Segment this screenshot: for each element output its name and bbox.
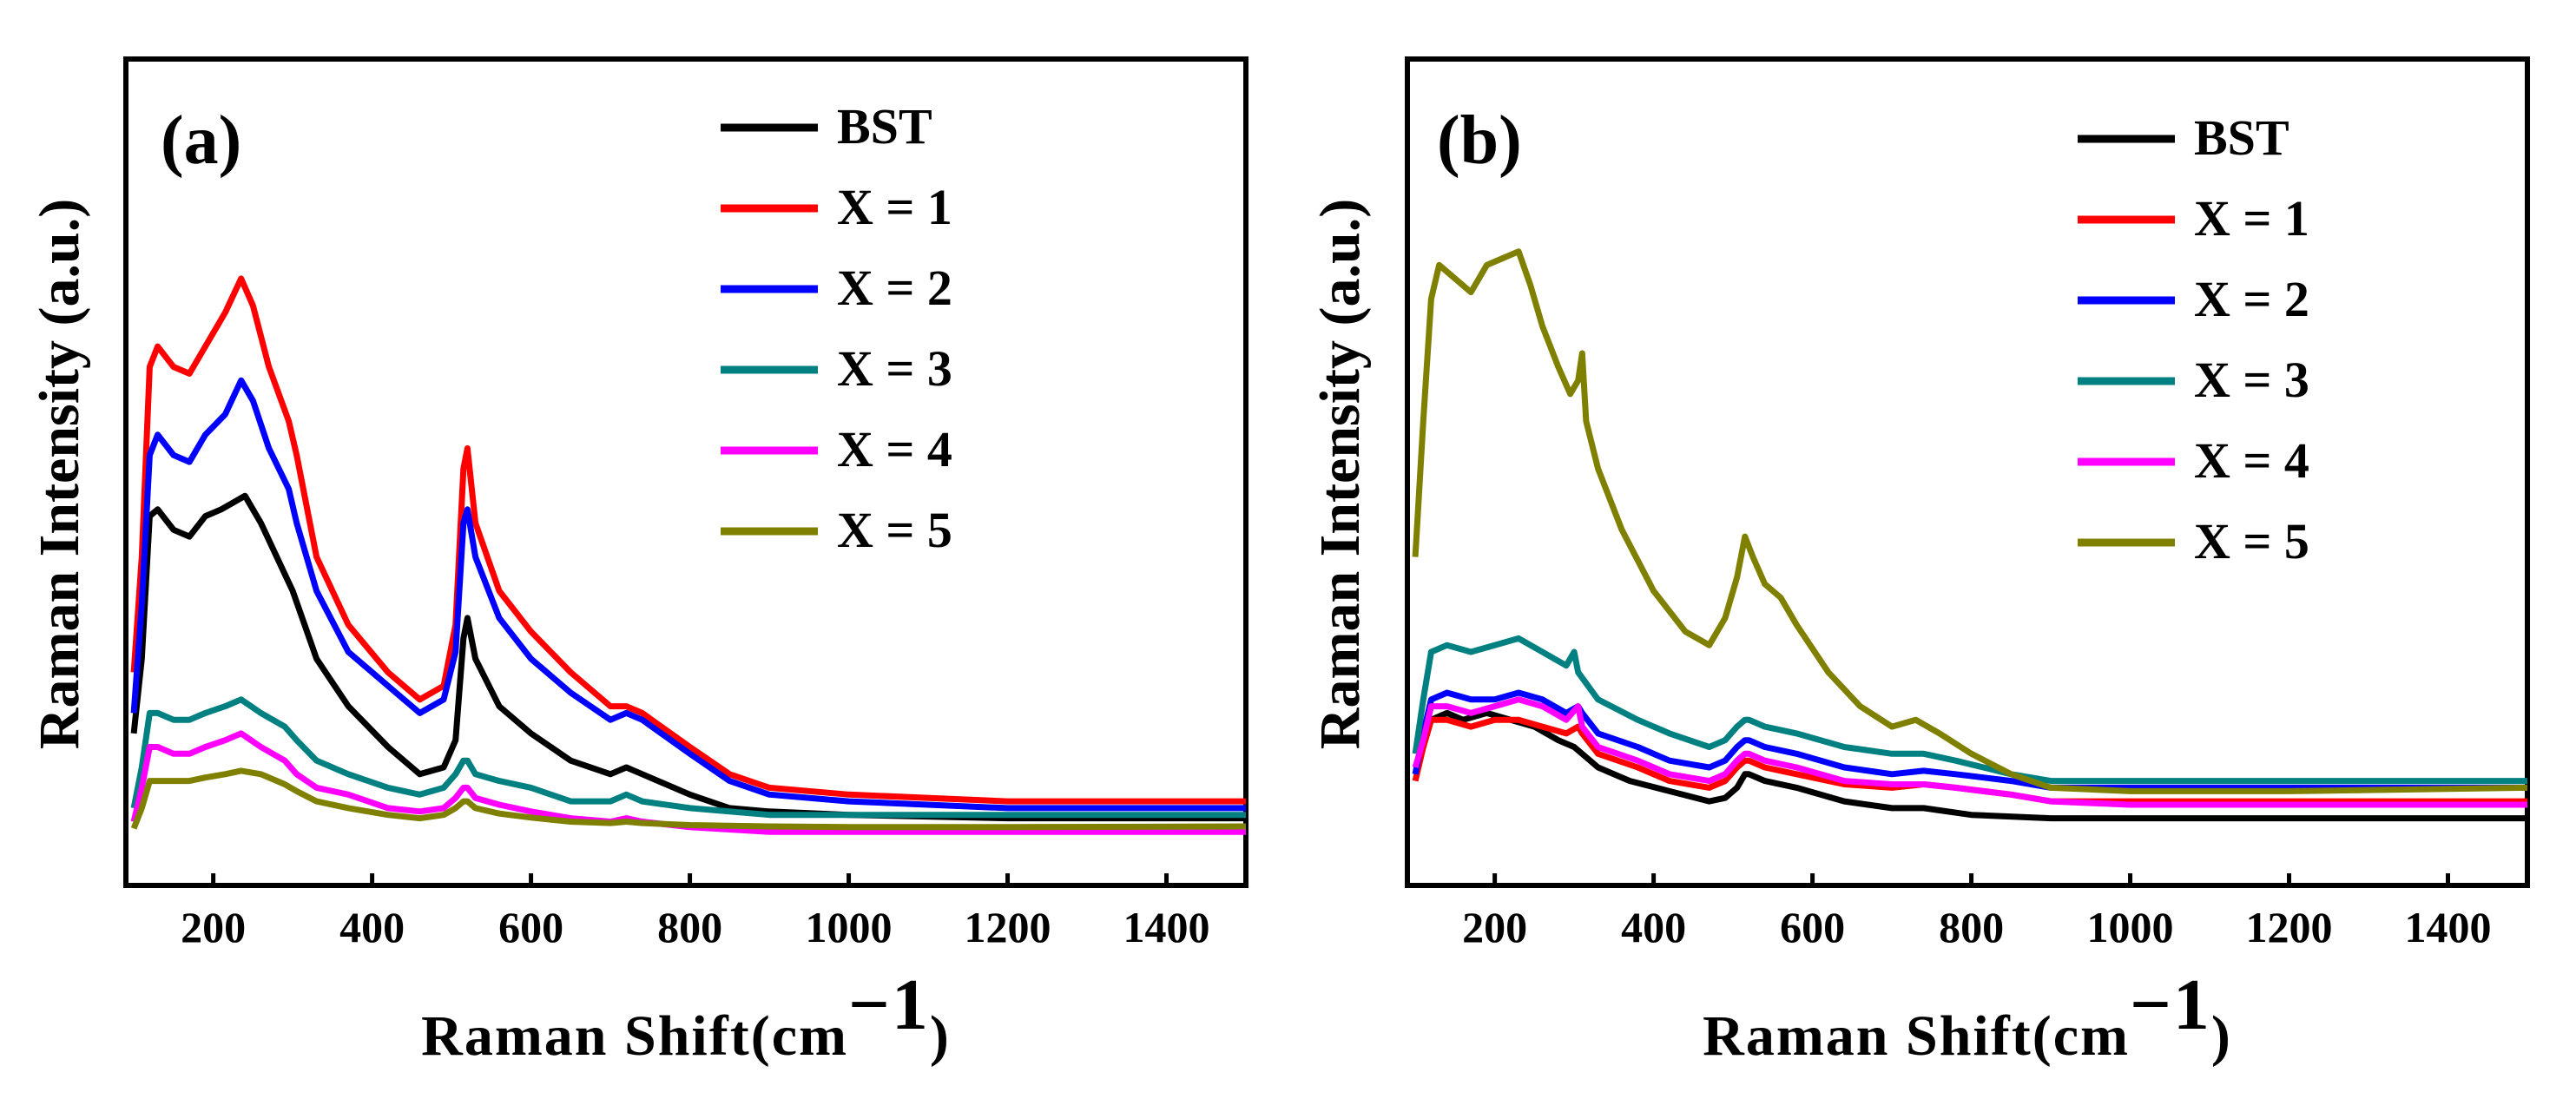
- legend-label-b-4: X = 4: [2194, 432, 2309, 489]
- x-axis-label-b-close: ): [2211, 1004, 2232, 1068]
- series-group-a: [130, 275, 1247, 835]
- legend-label-b-5: X = 5: [2194, 513, 2309, 569]
- panel-label-b: (b): [1437, 102, 1522, 179]
- series-line-b-bst: [1412, 709, 2527, 822]
- x-axis-label-a-sup: −1: [848, 964, 930, 1045]
- legend-label-b-3: X = 3: [2194, 352, 2309, 408]
- series-line-a-x1: [130, 275, 1246, 805]
- x-axis-label-b-sup: −1: [2130, 964, 2211, 1045]
- y-axis-label-b: Raman Intensity (a.u.): [1308, 199, 1372, 749]
- legend-label-a-0: BST: [837, 98, 932, 155]
- x-ticks-b: 200 400 600 800 1000 1200 1400: [1462, 873, 2492, 951]
- legend-label-a-2: X = 2: [837, 260, 952, 316]
- x-tick-label-a-600: 600: [498, 903, 563, 951]
- series-line-b-x2: [1412, 689, 2527, 791]
- x-tick-label-a-1400: 1400: [1123, 903, 1210, 951]
- legend-label-b-1: X = 1: [2194, 190, 2309, 247]
- x-tick-label-a-400: 400: [339, 903, 405, 951]
- x-tick-label-a-1000: 1000: [806, 903, 893, 951]
- legend-label-b-2: X = 2: [2194, 271, 2309, 327]
- legend-label-a-3: X = 3: [837, 340, 952, 397]
- legend-label-a-4: X = 4: [837, 421, 952, 477]
- x-axis-label-a-close: ): [930, 1004, 951, 1068]
- chart-panel-b: 200 400 600 800 1000 1200 1400 (b) BST X = 1 X =…: [1308, 56, 2530, 1068]
- x-ticks-a: 200 400 600 800 1000 1200 1400: [181, 873, 1210, 951]
- series-line-b-x4: [1412, 696, 2527, 808]
- panel-label-a: (a): [161, 102, 241, 179]
- x-axis-label-a-text: Raman Shift(cm: [421, 1004, 848, 1068]
- legend-b: BST X = 1 X = 2 X = 3 X = 4 X = 5: [2078, 109, 2309, 569]
- legend-a: BST X = 1 X = 2 X = 3 X = 4 X = 5: [721, 98, 952, 558]
- series-group-b: [1412, 248, 2528, 822]
- series-line-a-x2: [130, 377, 1246, 812]
- x-tick-label-a-800: 800: [657, 903, 722, 951]
- x-tick-label-b-600: 600: [1780, 903, 1845, 951]
- legend-label-b-0: BST: [2194, 109, 2289, 166]
- plot-frame-b: [1405, 56, 2530, 888]
- x-axis-label-a: Raman Shift(cm−1): [421, 964, 951, 1068]
- plot-frame-a: [123, 56, 1248, 888]
- x-tick-label-a-200: 200: [181, 903, 246, 951]
- series-line-a-x3: [130, 696, 1246, 819]
- x-axis-label-b-text: Raman Shift(cm: [1703, 1004, 2130, 1068]
- x-tick-label-b-1400: 1400: [2405, 903, 2492, 951]
- series-line-a-x5: [130, 767, 1247, 831]
- chart-panel-a: 200 400 600 800 1000 1200 1400 (a) BST X = 1 X =…: [28, 56, 1248, 1068]
- legend-label-a-5: X = 5: [837, 502, 952, 558]
- x-tick-label-b-1200: 1200: [2246, 903, 2333, 951]
- x-tick-label-b-200: 200: [1462, 903, 1527, 951]
- series-line-b-x3: [1412, 635, 2527, 785]
- series-line-b-x5: [1412, 248, 2528, 794]
- x-tick-label-a-1200: 1200: [965, 903, 1051, 951]
- series-line-a-bst: [130, 492, 1246, 822]
- y-axis-label-a: Raman Intensity (a.u.): [28, 199, 91, 749]
- legend-label-a-1: X = 1: [837, 179, 952, 235]
- x-tick-label-b-400: 400: [1621, 903, 1686, 951]
- x-axis-label-b: Raman Shift(cm−1): [1703, 964, 2232, 1068]
- x-tick-label-b-1000: 1000: [2087, 903, 2174, 951]
- x-tick-label-b-800: 800: [1939, 903, 2004, 951]
